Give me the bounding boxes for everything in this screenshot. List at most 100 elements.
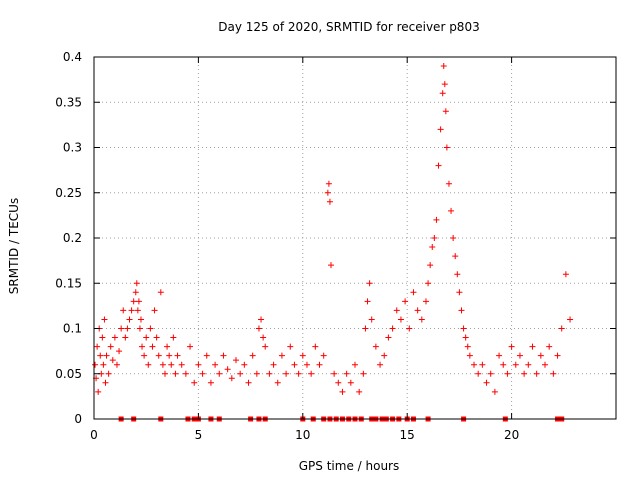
data-point	[111, 334, 118, 341]
data-point	[120, 307, 127, 314]
data-point	[443, 144, 450, 151]
data-point	[159, 361, 166, 368]
data-point	[418, 316, 425, 323]
data-point	[454, 271, 461, 278]
data-point	[141, 352, 148, 359]
data-point	[546, 343, 553, 350]
data-point	[107, 343, 114, 350]
y-tick-label: 0.4	[63, 50, 82, 64]
data-point	[274, 379, 281, 386]
data-point	[220, 352, 227, 359]
data-point	[145, 361, 152, 368]
data-point	[362, 325, 369, 332]
data-point	[139, 343, 146, 350]
data-point	[260, 334, 267, 341]
data-point	[496, 352, 503, 359]
data-point	[130, 298, 137, 305]
data-point	[542, 361, 549, 368]
x-tick-label: 20	[504, 428, 519, 442]
data-point	[207, 379, 214, 386]
data-point	[212, 361, 219, 368]
data-point	[562, 271, 569, 278]
data-point	[445, 180, 452, 187]
data-point	[500, 361, 507, 368]
data-point	[422, 298, 429, 305]
data-point	[224, 366, 231, 373]
data-point	[435, 162, 442, 169]
data-point	[228, 375, 235, 382]
data-point	[99, 334, 106, 341]
data-point	[533, 370, 540, 377]
data-point	[372, 343, 379, 350]
data-point	[343, 370, 350, 377]
data-point	[397, 316, 404, 323]
data-point	[187, 343, 194, 350]
data-point	[475, 370, 482, 377]
data-point	[113, 361, 120, 368]
data-point	[303, 361, 310, 368]
data-point	[126, 316, 133, 323]
data-point	[567, 316, 574, 323]
data-point	[516, 352, 523, 359]
data-point	[521, 370, 528, 377]
x-tick-label: 0	[90, 428, 98, 442]
data-point	[427, 262, 434, 269]
data-point	[402, 298, 409, 305]
data-point	[325, 180, 332, 187]
data-point	[155, 352, 162, 359]
data-point	[483, 379, 490, 386]
data-point	[331, 370, 338, 377]
data-point	[203, 352, 210, 359]
data-point	[100, 361, 107, 368]
data-point	[153, 334, 160, 341]
data-point	[504, 370, 511, 377]
data-point	[441, 81, 448, 88]
data-point	[132, 289, 139, 296]
data-point	[191, 379, 198, 386]
data-point	[437, 126, 444, 133]
data-point	[433, 216, 440, 223]
data-point	[393, 307, 400, 314]
chart-title: Day 125 of 2020, SRMTID for receiver p80…	[218, 20, 479, 34]
data-point	[216, 370, 223, 377]
data-point	[172, 370, 179, 377]
data-point	[143, 334, 150, 341]
data-point	[439, 90, 446, 97]
data-point	[262, 343, 269, 350]
x-tick-label: 10	[295, 428, 310, 442]
data-point	[448, 207, 455, 214]
data-point	[308, 370, 315, 377]
data-point	[128, 307, 135, 314]
grid	[94, 57, 616, 419]
data-point	[442, 108, 449, 115]
data-point	[464, 343, 471, 350]
data-point	[237, 370, 244, 377]
data-point	[147, 325, 154, 332]
data-point	[356, 388, 363, 395]
y-tick-label: 0.1	[63, 322, 82, 336]
data-point	[339, 388, 346, 395]
data-point	[335, 379, 342, 386]
data-point	[352, 361, 358, 368]
data-point	[425, 280, 432, 287]
data-point	[195, 361, 202, 368]
data-point	[479, 361, 486, 368]
data-point	[347, 379, 354, 386]
data-point	[149, 343, 156, 350]
data-point	[487, 370, 494, 377]
x-tick-label: 5	[195, 428, 203, 442]
data-point	[241, 361, 248, 368]
data-point	[105, 370, 112, 377]
data-point	[166, 352, 173, 359]
data-point	[368, 316, 375, 323]
data-point	[450, 235, 457, 241]
data-point	[266, 370, 273, 377]
data-point	[389, 325, 396, 332]
data-point	[466, 352, 473, 359]
data-point	[537, 352, 544, 359]
data-point	[122, 334, 129, 341]
data-point	[102, 379, 109, 386]
data-point	[95, 388, 102, 395]
data-point	[431, 235, 438, 241]
